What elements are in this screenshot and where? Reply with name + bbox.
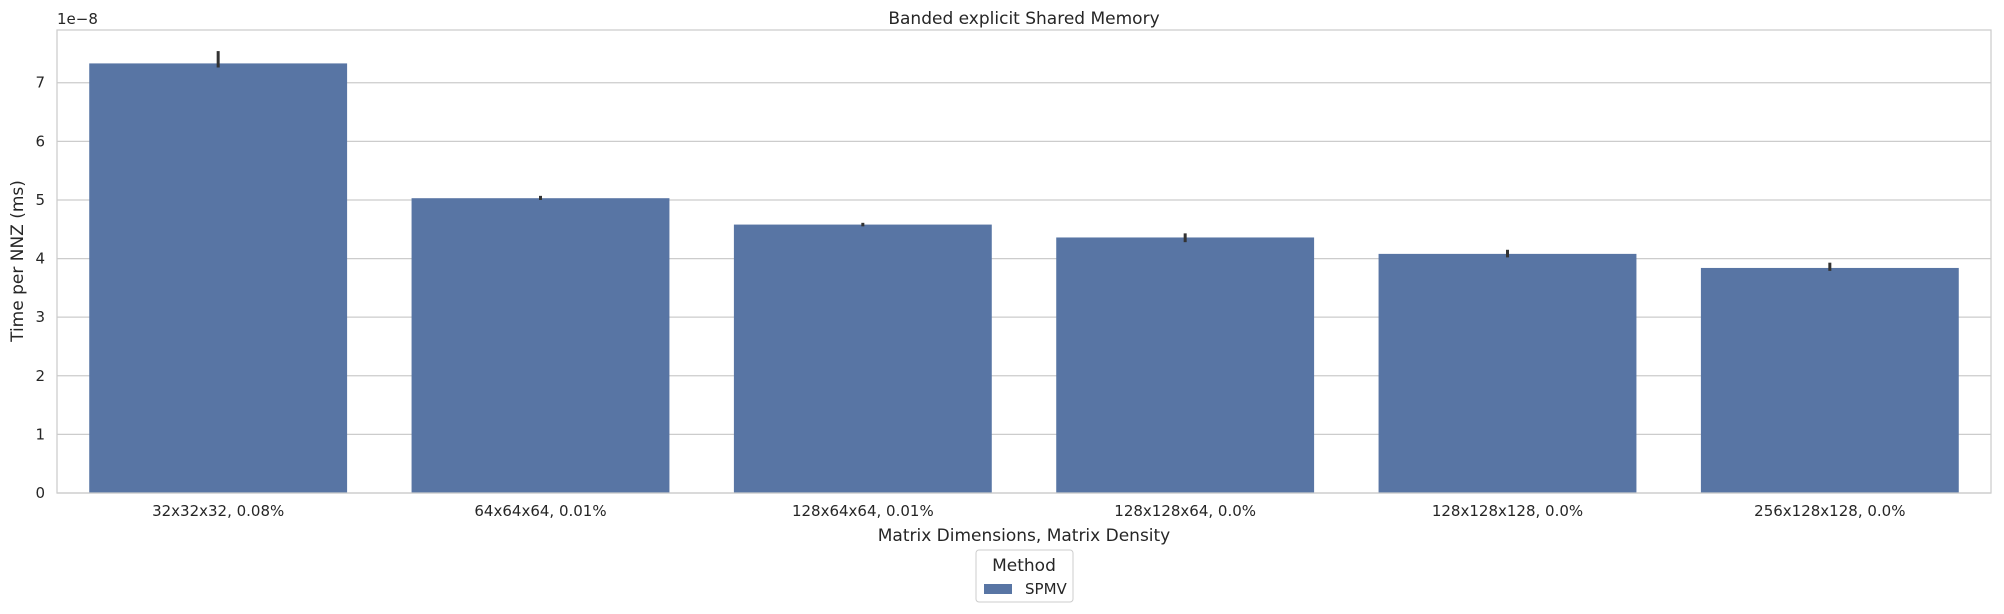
y-axis-label: Time per NNZ (ms) (8, 180, 28, 343)
y-tick-labels: 0 1 2 3 4 5 6 7 (35, 74, 45, 502)
y-tick-label: 3 (35, 308, 45, 326)
legend-label: SPMV (1025, 580, 1068, 598)
x-tick-labels: 32x32x32, 0.08% 64x64x64, 0.01% 128x64x64,… (152, 502, 1905, 520)
x-tick-label: 128x128x128, 0.0% (1432, 502, 1583, 520)
bar (89, 63, 348, 493)
bars (89, 63, 1959, 493)
legend-swatch (984, 584, 1012, 594)
grid-lines (57, 82, 1991, 494)
bar (1056, 237, 1315, 493)
x-tick-label: 128x128x64, 0.0% (1114, 502, 1256, 520)
legend: Method SPMV (975, 549, 1074, 603)
legend-title: Method (992, 556, 1056, 576)
bar (1700, 267, 1959, 493)
y-tick-label: 4 (35, 250, 45, 268)
bar (733, 224, 992, 493)
chart-title: Banded explicit Shared Memory (888, 9, 1159, 29)
bar (1378, 253, 1637, 493)
y-tick-label: 6 (35, 132, 45, 150)
y-tick-label: 1 (35, 425, 45, 443)
y-offset-label: 1e−8 (57, 10, 98, 28)
y-tick-label: 2 (35, 367, 45, 385)
error-bars (216, 51, 1832, 271)
y-tick-label: 5 (35, 191, 45, 209)
x-axis-label: Matrix Dimensions, Matrix Density (878, 526, 1171, 546)
y-tick-label: 7 (35, 74, 45, 92)
x-tick-label: 128x64x64, 0.01% (792, 502, 934, 520)
bar (411, 198, 670, 493)
x-tick-label: 64x64x64, 0.01% (474, 502, 606, 520)
x-tick-label: 32x32x32, 0.08% (152, 502, 284, 520)
plot-frame (56, 29, 1992, 494)
x-tick-label: 256x128x128, 0.0% (1754, 502, 1905, 520)
y-tick-label: 0 (35, 484, 45, 502)
